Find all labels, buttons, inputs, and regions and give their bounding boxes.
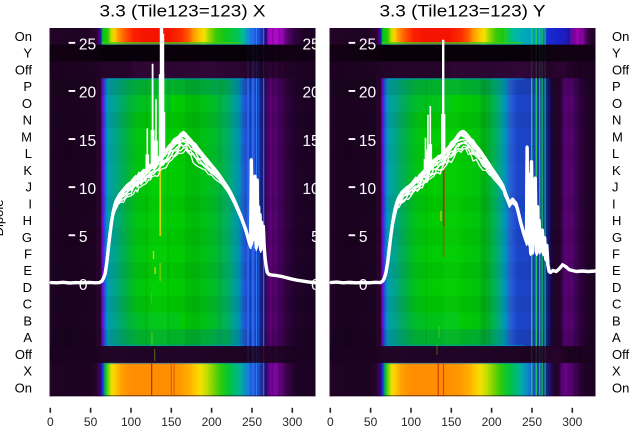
svg-text:250: 250 — [522, 415, 542, 429]
svg-text:P: P — [23, 79, 32, 94]
svg-text:15: 15 — [359, 133, 376, 150]
svg-text:D: D — [612, 280, 621, 295]
svg-text:150: 150 — [441, 415, 461, 429]
svg-text:O: O — [612, 96, 622, 111]
svg-text:On: On — [15, 380, 32, 395]
svg-text:On: On — [612, 380, 629, 395]
svg-text:H: H — [23, 213, 32, 228]
svg-text:Off: Off — [15, 62, 32, 77]
svg-text:25: 25 — [302, 37, 319, 54]
svg-text:M: M — [21, 129, 32, 144]
svg-text:Off: Off — [15, 347, 32, 362]
svg-text:L: L — [25, 146, 32, 161]
svg-text:25: 25 — [359, 37, 376, 54]
svg-text:Off: Off — [612, 347, 629, 362]
svg-text:F: F — [24, 247, 32, 262]
svg-text:3.3 (Tile123=123) Y: 3.3 (Tile123=123) Y — [380, 3, 546, 21]
svg-text:N: N — [23, 113, 32, 128]
svg-text:20: 20 — [302, 85, 320, 102]
svg-text:25: 25 — [79, 37, 96, 54]
svg-text:I: I — [612, 196, 616, 211]
svg-text:0: 0 — [47, 415, 54, 429]
svg-text:Y: Y — [23, 46, 32, 61]
svg-text:150: 150 — [161, 415, 181, 429]
svg-text:0: 0 — [79, 277, 88, 294]
svg-text:10: 10 — [359, 181, 377, 198]
svg-text:10: 10 — [302, 181, 320, 198]
svg-text:X: X — [612, 364, 621, 379]
svg-text:A: A — [23, 330, 32, 345]
svg-text:A: A — [612, 330, 621, 345]
svg-text:K: K — [612, 163, 621, 178]
svg-text:B: B — [23, 314, 32, 329]
svg-text:50: 50 — [84, 415, 98, 429]
svg-text:L: L — [612, 146, 619, 161]
svg-text:200: 200 — [202, 415, 222, 429]
svg-text:300: 300 — [282, 415, 302, 429]
svg-text:G: G — [612, 230, 622, 245]
svg-text:200: 200 — [482, 415, 502, 429]
svg-text:K: K — [23, 163, 32, 178]
svg-text:H: H — [612, 213, 621, 228]
svg-text:15: 15 — [302, 133, 319, 150]
svg-text:C: C — [612, 297, 621, 312]
svg-text:X: X — [23, 364, 32, 379]
svg-text:N: N — [612, 113, 621, 128]
svg-text:E: E — [612, 263, 621, 278]
svg-text:Dipole: Dipole — [0, 200, 6, 237]
svg-text:50: 50 — [364, 415, 378, 429]
svg-text:J: J — [612, 180, 619, 195]
svg-text:C: C — [23, 297, 32, 312]
svg-text:E: E — [23, 263, 32, 278]
svg-text:3.3 (Tile123=123) X: 3.3 (Tile123=123) X — [100, 3, 266, 21]
svg-text:5: 5 — [79, 229, 88, 246]
svg-text:J: J — [26, 180, 33, 195]
svg-text:I: I — [28, 196, 32, 211]
svg-text:5: 5 — [359, 229, 368, 246]
svg-text:Y: Y — [612, 46, 621, 61]
svg-text:100: 100 — [121, 415, 141, 429]
svg-text:B: B — [612, 314, 621, 329]
svg-text:5: 5 — [311, 229, 320, 246]
svg-text:250: 250 — [242, 415, 262, 429]
svg-text:0: 0 — [359, 277, 368, 294]
svg-text:300: 300 — [562, 415, 582, 429]
svg-text:0: 0 — [327, 415, 334, 429]
svg-text:On: On — [15, 29, 32, 44]
svg-text:0: 0 — [311, 277, 320, 294]
svg-text:O: O — [22, 96, 32, 111]
svg-text:15: 15 — [79, 133, 96, 150]
svg-text:Off: Off — [612, 62, 629, 77]
svg-text:M: M — [612, 129, 623, 144]
svg-text:D: D — [23, 280, 32, 295]
svg-text:G: G — [22, 230, 32, 245]
svg-text:20: 20 — [79, 85, 97, 102]
svg-text:20: 20 — [359, 85, 377, 102]
svg-text:F: F — [612, 247, 620, 262]
svg-text:10: 10 — [79, 181, 97, 198]
svg-text:On: On — [612, 29, 629, 44]
svg-text:P: P — [612, 79, 621, 94]
svg-text:100: 100 — [401, 415, 421, 429]
